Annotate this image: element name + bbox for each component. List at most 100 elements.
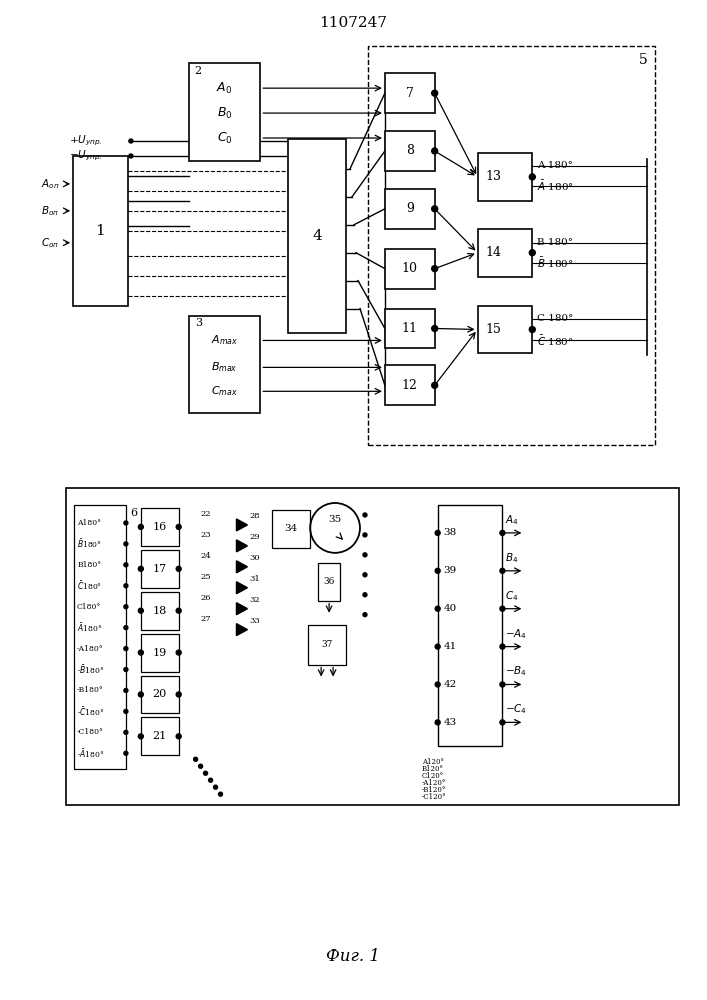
Text: 13: 13 (486, 170, 501, 183)
Circle shape (124, 563, 128, 567)
Circle shape (436, 682, 440, 687)
Circle shape (436, 644, 440, 649)
Text: 32: 32 (250, 596, 260, 604)
Text: $C_{max}$: $C_{max}$ (211, 384, 238, 398)
Circle shape (139, 524, 144, 529)
Text: 1107247: 1107247 (319, 16, 387, 30)
Bar (368, 46, 655, 445)
Circle shape (124, 668, 128, 672)
Circle shape (124, 688, 128, 692)
Circle shape (363, 513, 367, 517)
Circle shape (363, 573, 367, 577)
Bar (385, 73, 435, 113)
Text: -B120°: -B120° (422, 786, 446, 794)
Text: $A_0$: $A_0$ (216, 81, 233, 96)
Text: 4: 4 (312, 229, 322, 243)
Text: 6: 6 (130, 508, 137, 518)
Circle shape (363, 533, 367, 537)
Text: 24: 24 (200, 552, 211, 560)
Text: -$\bar{A}$180°: -$\bar{A}$180° (77, 747, 105, 760)
Text: 43: 43 (444, 718, 457, 727)
Circle shape (139, 734, 144, 739)
Circle shape (176, 566, 181, 571)
Text: 21: 21 (153, 731, 167, 741)
Bar (66, 488, 679, 805)
Bar (189, 316, 260, 413)
Text: 25: 25 (200, 573, 211, 581)
Text: $\bar{A}$180°: $\bar{A}$180° (77, 621, 103, 634)
Text: A180°: A180° (77, 519, 101, 527)
Text: 3: 3 (194, 318, 201, 328)
Text: +$U_{упр.}$: +$U_{упр.}$ (69, 134, 103, 148)
Text: $\bar{A}$ 180°: $\bar{A}$ 180° (537, 179, 574, 193)
Bar (477, 306, 532, 353)
Circle shape (436, 720, 440, 725)
Bar (74, 505, 126, 769)
Bar (385, 309, 435, 348)
Circle shape (124, 605, 128, 609)
Text: Фиг. 1: Фиг. 1 (326, 948, 380, 965)
Circle shape (530, 174, 535, 180)
Text: 9: 9 (406, 202, 414, 215)
Text: $B_{оп}$: $B_{оп}$ (41, 204, 59, 218)
Circle shape (139, 566, 144, 571)
Circle shape (176, 524, 181, 529)
Circle shape (432, 382, 438, 388)
Circle shape (124, 626, 128, 630)
Circle shape (176, 650, 181, 655)
Circle shape (124, 521, 128, 525)
Text: $C_0$: $C_0$ (216, 130, 233, 146)
Bar (477, 229, 532, 277)
Text: 26: 26 (200, 594, 211, 602)
Bar (141, 508, 179, 546)
Bar (141, 634, 179, 672)
Text: -B180°: -B180° (77, 686, 104, 694)
Polygon shape (236, 603, 247, 615)
Bar (288, 139, 346, 333)
Text: 18: 18 (153, 606, 167, 616)
Circle shape (432, 266, 438, 272)
Circle shape (124, 730, 128, 734)
Text: 30: 30 (250, 554, 260, 562)
Circle shape (363, 593, 367, 597)
Text: 37: 37 (322, 640, 333, 649)
Circle shape (500, 568, 505, 573)
Bar (141, 717, 179, 755)
Bar (141, 550, 179, 588)
Polygon shape (236, 582, 247, 594)
Text: 16: 16 (153, 522, 167, 532)
Text: 41: 41 (444, 642, 457, 651)
Polygon shape (236, 624, 247, 636)
Text: 12: 12 (402, 379, 418, 392)
Text: 19: 19 (153, 648, 167, 658)
Circle shape (176, 692, 181, 697)
Text: $\bar{B}$180°: $\bar{B}$180° (77, 538, 102, 550)
Circle shape (500, 606, 505, 611)
Circle shape (139, 650, 144, 655)
Text: 15: 15 (486, 323, 501, 336)
Text: 28: 28 (250, 512, 260, 520)
Text: $B_0$: $B_0$ (217, 106, 233, 121)
Text: $A_{max}$: $A_{max}$ (211, 334, 238, 347)
Circle shape (129, 154, 133, 158)
Text: 17: 17 (153, 564, 167, 574)
Circle shape (129, 139, 133, 143)
Bar (385, 131, 435, 171)
Text: 10: 10 (402, 262, 418, 275)
Text: 14: 14 (486, 246, 501, 259)
Circle shape (500, 682, 505, 687)
Bar (308, 625, 346, 665)
Text: 29: 29 (250, 533, 260, 541)
Circle shape (436, 606, 440, 611)
Text: C180°: C180° (77, 603, 101, 611)
Text: $A_4$: $A_4$ (506, 513, 519, 527)
Text: A 180°: A 180° (537, 161, 573, 170)
Text: 35: 35 (329, 515, 341, 524)
Circle shape (124, 584, 128, 588)
Text: 22: 22 (200, 510, 211, 518)
Text: 38: 38 (444, 528, 457, 537)
Text: 2: 2 (194, 66, 201, 76)
Text: B 180°: B 180° (537, 238, 573, 247)
Circle shape (124, 542, 128, 546)
Text: 39: 39 (444, 566, 457, 575)
